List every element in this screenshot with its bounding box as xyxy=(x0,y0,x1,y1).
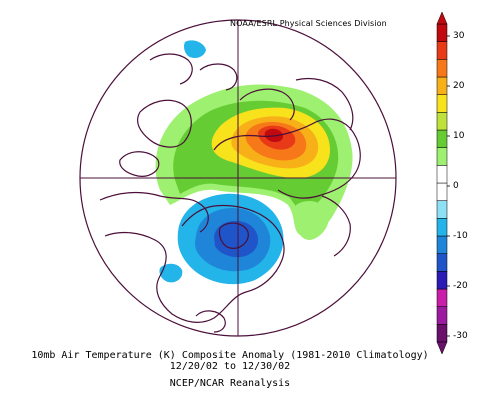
colorbar-label-20: 20 xyxy=(453,81,465,91)
coastlines xyxy=(99,53,361,333)
caption-source: NCEP/NCAR Reanalysis xyxy=(169,378,291,389)
colorbar-label-minus10: -10 xyxy=(453,231,468,241)
colorbar-segment xyxy=(436,288,448,307)
colorbar-segment xyxy=(436,23,448,42)
colorbar-segment xyxy=(436,112,448,131)
colorbar-label-0: 0 xyxy=(453,181,459,191)
coastline-canada xyxy=(99,191,209,233)
coastline-north-america xyxy=(104,204,285,323)
colorbar-segment xyxy=(436,235,448,254)
colorbar-segment xyxy=(436,324,448,343)
graticule xyxy=(80,20,396,336)
colorbar-segment xyxy=(436,129,448,148)
credit-text: NOAA/ESRL Physical Sciences Division xyxy=(230,19,387,28)
coastline-eurasia xyxy=(213,118,361,199)
colorbar-segment xyxy=(436,41,448,60)
coastline-south-america xyxy=(195,310,226,333)
colorbar-label-10: 10 xyxy=(453,131,465,141)
colorbar-bottom-arrow xyxy=(436,341,448,355)
globe-outline xyxy=(79,19,397,337)
green-patch-east xyxy=(295,200,329,240)
anomaly-fields xyxy=(155,40,353,285)
colorbar-segment xyxy=(436,306,448,325)
colorbar-segment xyxy=(436,94,448,113)
coastline-scandinavia xyxy=(239,88,295,121)
colorbar-segment xyxy=(436,59,448,78)
colorbar-top-arrow xyxy=(436,11,448,25)
colorbar-segment xyxy=(436,76,448,95)
colorbar-segment xyxy=(436,218,448,237)
coastline-greenland-north xyxy=(199,63,238,91)
coastline-alaska xyxy=(149,53,193,85)
coastline-mediterranean xyxy=(321,195,351,257)
colorbar-label-minus20: -20 xyxy=(453,281,468,291)
blue-patch-pacific xyxy=(184,40,206,58)
colorbar-segment xyxy=(436,165,448,184)
colorbar-label-30: 30 xyxy=(453,31,465,41)
colorbar-label-minus30: -30 xyxy=(453,331,468,341)
coastline-greenland xyxy=(137,99,192,148)
colorbar-segment xyxy=(436,200,448,219)
cold-patch-south xyxy=(159,263,183,283)
coastline-siberia xyxy=(295,77,354,131)
colorbar-segment xyxy=(436,271,448,290)
colorbar xyxy=(436,11,450,355)
warm-anomaly-core xyxy=(264,128,283,143)
colorbar-segment xyxy=(436,147,448,166)
coastline-hudson-bay xyxy=(218,222,249,249)
colorbar-segment xyxy=(436,253,448,272)
colorbar-segment xyxy=(436,182,448,201)
caption-dates: 12/20/02 to 12/30/02 xyxy=(169,361,291,372)
coastline-arctic-islands xyxy=(119,151,160,177)
caption-title: 10mb Air Temperature (K) Composite Anoma… xyxy=(31,350,429,361)
